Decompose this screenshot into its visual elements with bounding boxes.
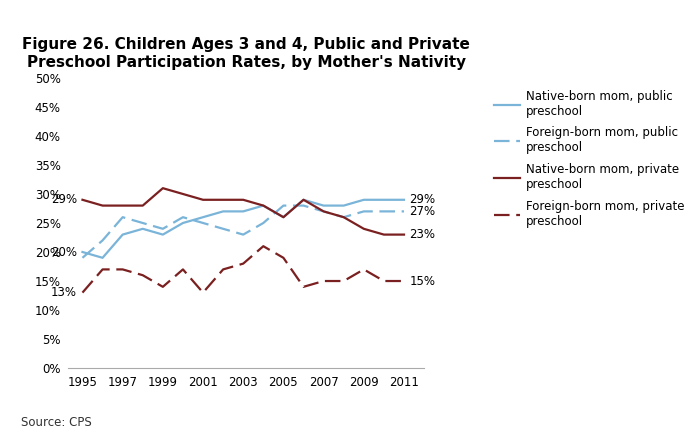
- Native-born mom, public
preschool: [319, 203, 328, 208]
- Line: Native-born mom, private
preschool: Native-born mom, private preschool: [83, 188, 404, 235]
- Foreign-born mom, public
preschool: [319, 209, 328, 214]
- Native-born mom, private
preschool: [339, 215, 347, 220]
- Foreign-born mom, public
preschool: [98, 238, 107, 243]
- Native-born mom, public
preschool: [239, 209, 248, 214]
- Native-born mom, private
preschool: [279, 215, 287, 220]
- Native-born mom, public
preschool: [79, 249, 87, 255]
- Native-born mom, private
preschool: [239, 197, 248, 202]
- Line: Native-born mom, public
preschool: Native-born mom, public preschool: [83, 200, 404, 258]
- Foreign-born mom, public
preschool: [400, 209, 408, 214]
- Native-born mom, private
preschool: [98, 203, 107, 208]
- Native-born mom, private
preschool: [319, 209, 328, 214]
- Native-born mom, private
preschool: [219, 197, 227, 202]
- Legend: Native-born mom, public
preschool, Foreign-born mom, public
preschool, Native-bo: Native-born mom, public preschool, Forei…: [494, 90, 684, 228]
- Native-born mom, public
preschool: [360, 197, 368, 202]
- Text: Source: CPS: Source: CPS: [21, 416, 91, 429]
- Foreign-born mom, public
preschool: [179, 215, 187, 220]
- Native-born mom, public
preschool: [159, 232, 167, 237]
- Native-born mom, public
preschool: [279, 215, 287, 220]
- Native-born mom, public
preschool: [259, 203, 267, 208]
- Native-born mom, private
preschool: [159, 186, 167, 191]
- Title: Figure 26. Children Ages 3 and 4, Public and Private
Preschool Participation Rat: Figure 26. Children Ages 3 and 4, Public…: [23, 37, 470, 70]
- Native-born mom, public
preschool: [339, 203, 347, 208]
- Foreign-born mom, public
preschool: [199, 220, 207, 226]
- Native-born mom, public
preschool: [118, 232, 127, 237]
- Text: 23%: 23%: [410, 228, 436, 241]
- Line: Foreign-born mom, public
preschool: Foreign-born mom, public preschool: [83, 206, 404, 258]
- Native-born mom, public
preschool: [179, 220, 187, 226]
- Foreign-born mom, private
preschool: [279, 255, 287, 260]
- Native-born mom, public
preschool: [98, 255, 107, 260]
- Native-born mom, public
preschool: [139, 226, 147, 231]
- Foreign-born mom, private
preschool: [380, 278, 388, 284]
- Foreign-born mom, public
preschool: [360, 209, 368, 214]
- Foreign-born mom, private
preschool: [79, 290, 87, 295]
- Foreign-born mom, private
preschool: [319, 278, 328, 284]
- Native-born mom, private
preschool: [259, 203, 267, 208]
- Native-born mom, private
preschool: [79, 197, 87, 202]
- Text: 27%: 27%: [410, 205, 436, 218]
- Foreign-born mom, private
preschool: [360, 267, 368, 272]
- Foreign-born mom, private
preschool: [219, 267, 227, 272]
- Foreign-born mom, public
preschool: [159, 226, 167, 231]
- Foreign-born mom, public
preschool: [219, 226, 227, 231]
- Native-born mom, private
preschool: [360, 226, 368, 231]
- Line: Foreign-born mom, private
preschool: Foreign-born mom, private preschool: [83, 246, 404, 293]
- Foreign-born mom, private
preschool: [98, 267, 107, 272]
- Foreign-born mom, private
preschool: [159, 284, 167, 289]
- Foreign-born mom, private
preschool: [259, 244, 267, 249]
- Native-born mom, public
preschool: [219, 209, 227, 214]
- Foreign-born mom, public
preschool: [118, 215, 127, 220]
- Foreign-born mom, public
preschool: [300, 203, 308, 208]
- Native-born mom, private
preschool: [139, 203, 147, 208]
- Native-born mom, private
preschool: [300, 197, 308, 202]
- Foreign-born mom, public
preschool: [380, 209, 388, 214]
- Text: 29%: 29%: [410, 193, 436, 206]
- Foreign-born mom, public
preschool: [239, 232, 248, 237]
- Native-born mom, private
preschool: [400, 232, 408, 237]
- Text: 13%: 13%: [51, 286, 77, 299]
- Foreign-born mom, private
preschool: [339, 278, 347, 284]
- Foreign-born mom, public
preschool: [79, 255, 87, 260]
- Native-born mom, public
preschool: [400, 197, 408, 202]
- Text: 20%: 20%: [51, 246, 77, 259]
- Foreign-born mom, private
preschool: [139, 273, 147, 278]
- Foreign-born mom, private
preschool: [118, 267, 127, 272]
- Foreign-born mom, public
preschool: [279, 203, 287, 208]
- Foreign-born mom, private
preschool: [300, 284, 308, 289]
- Foreign-born mom, private
preschool: [239, 261, 248, 266]
- Foreign-born mom, public
preschool: [259, 220, 267, 226]
- Foreign-born mom, public
preschool: [339, 215, 347, 220]
- Native-born mom, public
preschool: [300, 197, 308, 202]
- Foreign-born mom, private
preschool: [179, 267, 187, 272]
- Native-born mom, private
preschool: [118, 203, 127, 208]
- Text: 15%: 15%: [410, 275, 436, 288]
- Foreign-born mom, private
preschool: [400, 278, 408, 284]
- Native-born mom, private
preschool: [380, 232, 388, 237]
- Native-born mom, private
preschool: [199, 197, 207, 202]
- Foreign-born mom, private
preschool: [199, 290, 207, 295]
- Native-born mom, public
preschool: [380, 197, 388, 202]
- Native-born mom, public
preschool: [199, 215, 207, 220]
- Native-born mom, private
preschool: [179, 191, 187, 197]
- Foreign-born mom, public
preschool: [139, 220, 147, 226]
- Text: 29%: 29%: [51, 193, 77, 206]
